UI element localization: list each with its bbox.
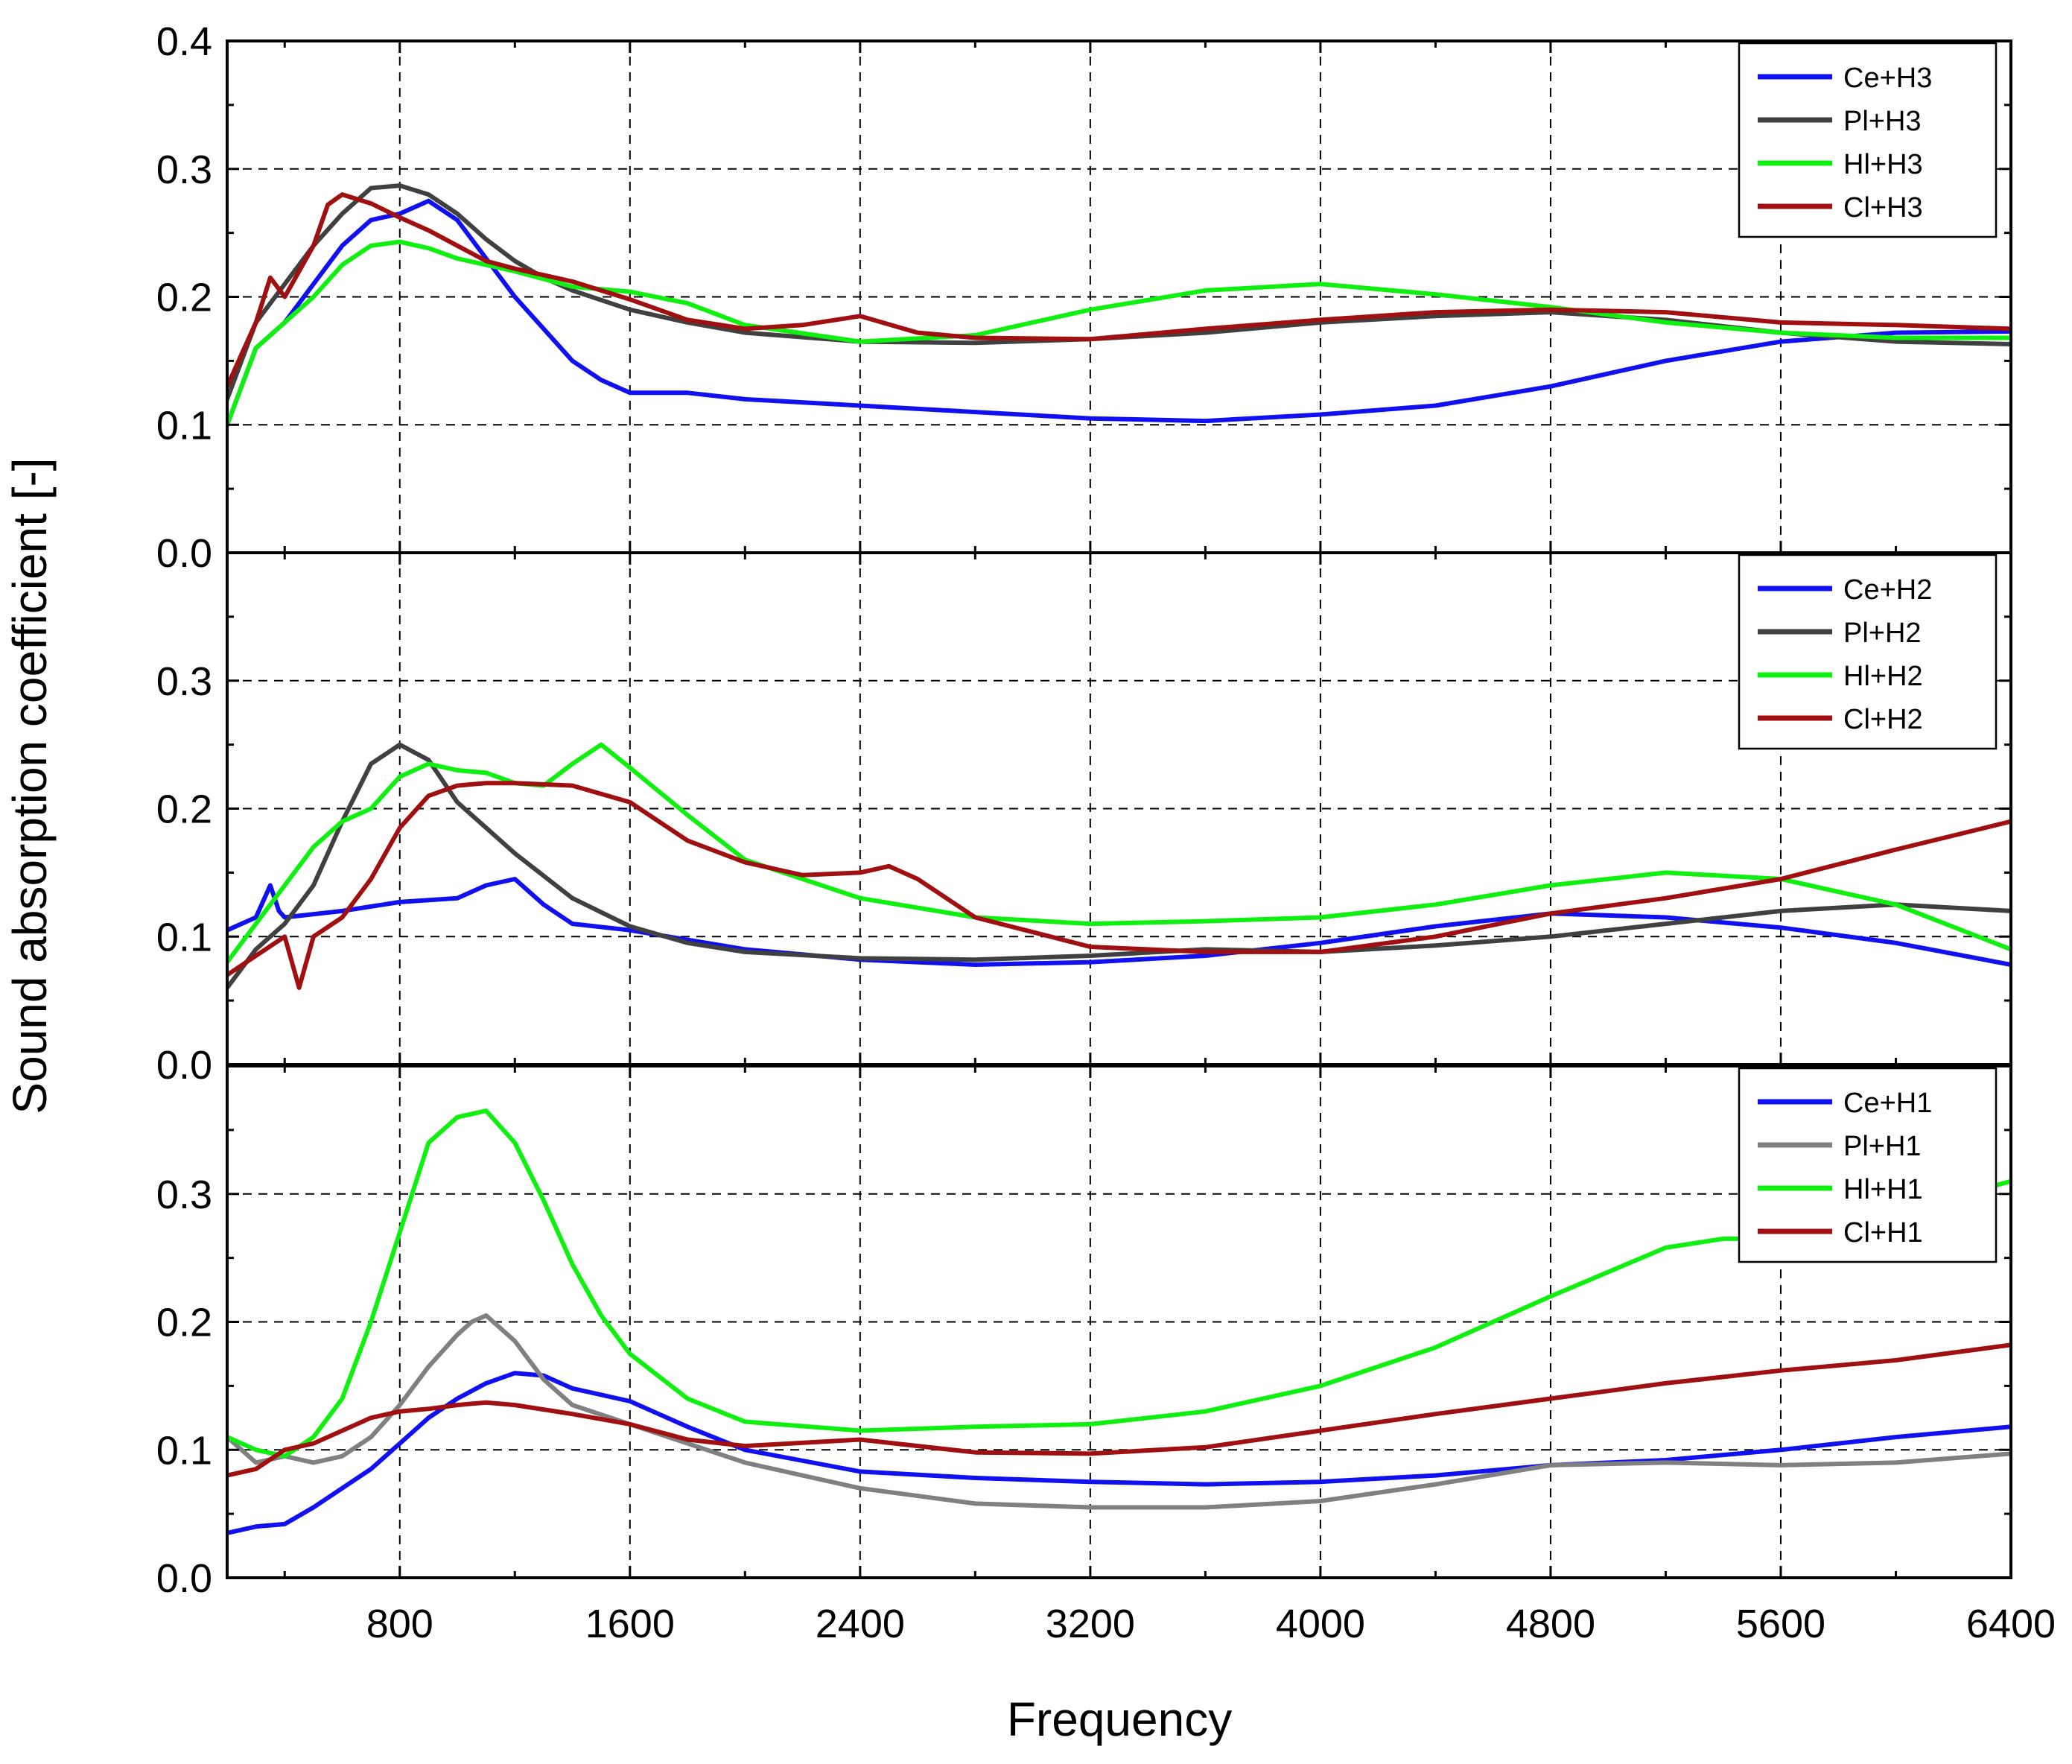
y-tick-label: 0.0 (156, 1043, 212, 1088)
legend-label: Hl+H2 (1843, 661, 1923, 692)
y-axis-title: Sound absorption coefficient [-] (3, 457, 57, 1114)
legend-label: Ce+H2 (1843, 574, 1932, 606)
legend-label: Cl+H3 (1843, 192, 1923, 223)
series-hl-h2 (227, 742, 2011, 965)
series-hl-h3 (227, 239, 2011, 428)
y-tick-label: 0.3 (156, 1173, 212, 1217)
x-tick-label: 4000 (1276, 1602, 1365, 1646)
chart-panels: 0.00.10.20.30.4Ce+H3Pl+H3Hl+H3Cl+H30.00.… (156, 19, 2012, 1601)
x-axis-title: Frequency (1007, 1692, 1232, 1746)
legend-label: Cl+H1 (1843, 1217, 1923, 1249)
series-ce-h3 (227, 198, 2011, 428)
x-tick-label: 4800 (1506, 1602, 1595, 1646)
legend-label: Hl+H3 (1843, 149, 1923, 180)
x-tick-label: 800 (366, 1602, 433, 1646)
series-pl-h1 (227, 1313, 2011, 1510)
series-group (227, 742, 2011, 990)
series-ce-h1 (227, 1371, 2011, 1535)
y-tick-label: 0.4 (156, 19, 212, 64)
x-tick-label: 1600 (585, 1602, 675, 1646)
series-pl-h3 (227, 183, 2011, 402)
legend-label: Ce+H1 (1843, 1088, 1932, 1119)
panel-H3: 0.0 0.1 0.2 0.3 0.4 Ce+H3 Pl+H3 Hl+H3 Cl+H3 (156, 19, 2012, 576)
y-tick-label: 0.1 (156, 1428, 212, 1473)
y-tick-label: 0.2 (156, 787, 212, 832)
series-group (227, 1108, 2011, 1535)
y-tick-label: 0.1 (156, 403, 212, 448)
series-cl-h1 (227, 1342, 2011, 1478)
y-tick-label: 0.2 (156, 1301, 212, 1345)
x-tick-label: 3200 (1046, 1602, 1135, 1646)
y-tick-label: 0.1 (156, 915, 212, 959)
series-hl-h1 (227, 1108, 2011, 1459)
series-pl-h2 (227, 742, 2011, 990)
series-group (227, 183, 2011, 428)
legend-label: Pl+H1 (1843, 1131, 1922, 1162)
legend-label: Pl+H3 (1843, 106, 1922, 137)
y-tick-label: 0.0 (156, 531, 212, 576)
legend-label: Ce+H3 (1843, 63, 1932, 94)
y-tick-label: 0.2 (156, 276, 212, 320)
legend-label: Hl+H1 (1843, 1174, 1923, 1205)
legend-H1: Ce+H1 Pl+H1 Hl+H1 Cl+H1 (1738, 1067, 1998, 1263)
x-tick-label: 5600 (1736, 1602, 1825, 1646)
y-tick-label: 0.3 (156, 659, 212, 704)
legend-label: Pl+H2 (1843, 618, 1922, 649)
y-tick-label: 0.0 (156, 1556, 212, 1601)
series-cl-h2 (227, 781, 2011, 990)
series-cl-h3 (227, 192, 2011, 389)
x-tick-labels: 800 1600 2400 3200 4000 4800 5600 6400 (366, 1602, 2056, 1646)
panel-H1: 0.0 0.1 0.2 0.3 Ce+H1 Pl+H1 Hl+H1 Cl+H1 (156, 1065, 2012, 1601)
legend-H2: Ce+H2 Pl+H2 Hl+H2 Cl+H2 (1738, 553, 1998, 750)
legend-label: Cl+H2 (1843, 704, 1923, 735)
x-tick-label: 6400 (1966, 1602, 2056, 1646)
legend-H3: Ce+H3 Pl+H3 Hl+H3 Cl+H3 (1738, 42, 1998, 238)
x-tick-label: 2400 (816, 1602, 905, 1646)
panel-H2: 0.0 0.1 0.2 0.3 Ce+H2 Pl+H2 Hl+H2 Cl+H2 (156, 551, 2012, 1088)
y-tick-label: 0.3 (156, 147, 212, 192)
